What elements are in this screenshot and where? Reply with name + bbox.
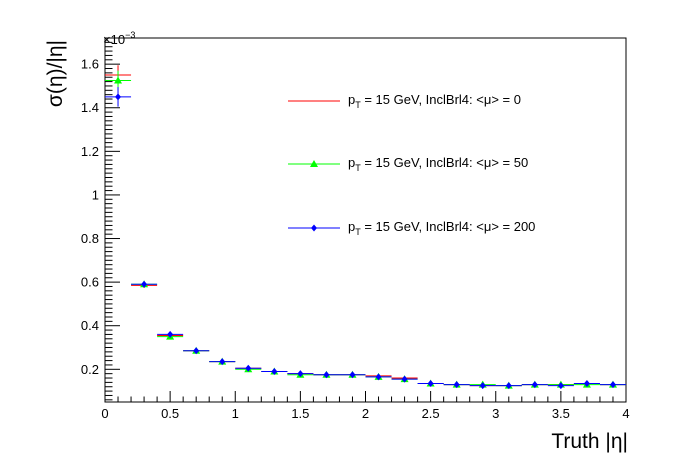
- legend-marker-triangle: [310, 160, 318, 167]
- data-point-diamond: [557, 382, 564, 390]
- data-point-diamond: [271, 367, 278, 375]
- x-axis-ticks: 0 0.5 1 1.5 2 2.5 3 3.5 4: [101, 391, 630, 421]
- data-point-diamond: [583, 379, 590, 387]
- data-point-diamond: [453, 381, 460, 389]
- legend-label: pT = 15 GeV, InclBrl4: <μ> = 0: [348, 92, 521, 110]
- data-point-diamond: [427, 379, 434, 387]
- data-point-diamond: [245, 364, 252, 372]
- data-point-diamond: [115, 93, 122, 101]
- x-axis-title: Truth |η|: [551, 430, 628, 453]
- y-axis-exponent: ×10−3: [103, 30, 135, 47]
- data-point-triangle: [114, 76, 123, 84]
- data-point-diamond: [505, 382, 512, 390]
- data-point-diamond: [323, 371, 330, 379]
- y-axis-ticks: 0.2 0.4 0.6 0.8 1 1.2 1.4 1.6: [81, 41, 120, 401]
- data-point-diamond: [219, 358, 226, 366]
- legend-label: pT = 15 GeV, InclBrl4: <μ> = 50: [348, 155, 528, 173]
- y-tick-label: 1.2: [81, 144, 99, 159]
- x-tick-label: 1.5: [291, 406, 309, 421]
- x-tick-label: 2: [362, 406, 369, 421]
- data-point-diamond: [193, 347, 200, 355]
- y-tick-label: 0.4: [81, 318, 99, 333]
- y-tick-label: 1.6: [81, 57, 99, 72]
- x-tick-label: 3.5: [552, 406, 570, 421]
- legend-label-rest: = 15 GeV, InclBrl4: <μ> = 50: [361, 155, 528, 170]
- data-point-diamond: [609, 381, 616, 389]
- legend-marker-diamond: [311, 224, 317, 232]
- legend-label-subscript: T: [355, 163, 361, 173]
- y-tick-label: 1: [92, 187, 99, 202]
- x-tick-label: 0: [101, 406, 108, 421]
- legend: pT = 15 GeV, InclBrl4: <μ> = 0pT = 15 Ge…: [288, 92, 535, 237]
- legend-label-main: p: [348, 219, 355, 234]
- y-axis-exponent-value: −3: [125, 30, 135, 40]
- legend-label-subscript: T: [355, 100, 361, 110]
- legend-label-main: p: [348, 92, 355, 107]
- y-axis-title: σ(η)/|η|: [44, 40, 67, 107]
- legend-label-rest: = 15 GeV, InclBrl4: <μ> = 0: [361, 92, 521, 107]
- x-tick-label: 1: [232, 406, 239, 421]
- data-point-diamond: [167, 330, 174, 338]
- y-tick-label: 0.6: [81, 275, 99, 290]
- x-tick-label: 0.5: [161, 406, 179, 421]
- x-tick-label: 3: [492, 406, 499, 421]
- data-point-diamond: [297, 370, 304, 378]
- y-tick-label: 1.4: [81, 100, 99, 115]
- data-point-diamond: [531, 381, 538, 389]
- data-point-diamond: [141, 280, 148, 288]
- y-tick-label: 0.2: [81, 362, 99, 377]
- x-tick-label: 4: [622, 406, 629, 421]
- y-tick-label: 0.8: [81, 231, 99, 246]
- series-2: [105, 87, 626, 390]
- data-series: [105, 65, 626, 390]
- legend-label-rest: = 15 GeV, InclBrl4: <μ> = 200: [361, 219, 536, 234]
- y-axis-multiplier: ×10: [103, 32, 125, 47]
- legend-label: pT = 15 GeV, InclBrl4: <μ> = 200: [348, 219, 535, 237]
- data-point-diamond: [349, 371, 356, 379]
- x-tick-label: 2.5: [422, 406, 440, 421]
- legend-label-subscript: T: [355, 227, 361, 237]
- data-point-diamond: [375, 373, 382, 381]
- legend-label-main: p: [348, 155, 355, 170]
- data-point-diamond: [479, 382, 486, 390]
- data-point-diamond: [401, 375, 408, 383]
